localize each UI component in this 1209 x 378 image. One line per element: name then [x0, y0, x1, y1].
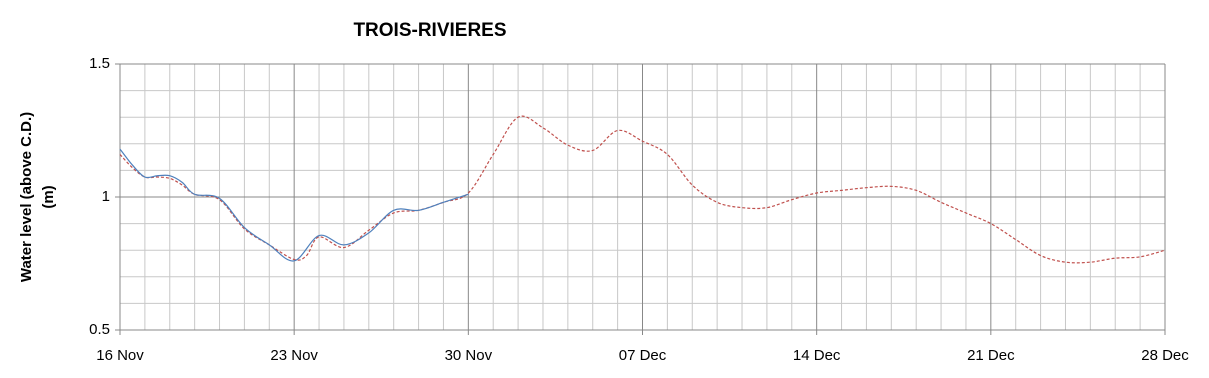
y-axis-label: Water level (above C.D.) (m) — [18, 112, 57, 282]
y-tick-label: 1.5 — [89, 55, 110, 72]
x-tick-label: 14 Dec — [793, 347, 841, 364]
y-tick-label: 1 — [102, 188, 110, 205]
x-tick-label: 21 Dec — [967, 347, 1015, 364]
x-tick-label: 07 Dec — [619, 347, 667, 364]
x-tick-label: 16 Nov — [96, 347, 144, 364]
chart-title: TROIS-RIVIERES — [353, 20, 506, 41]
series-line — [119, 148, 469, 262]
x-tick-label: 23 Nov — [270, 347, 318, 364]
x-tick-label: 28 Dec — [1141, 347, 1189, 364]
y-tick-label: 0.5 — [89, 321, 110, 338]
x-tick-label: 30 Nov — [445, 347, 493, 364]
series-line — [119, 115, 1166, 264]
